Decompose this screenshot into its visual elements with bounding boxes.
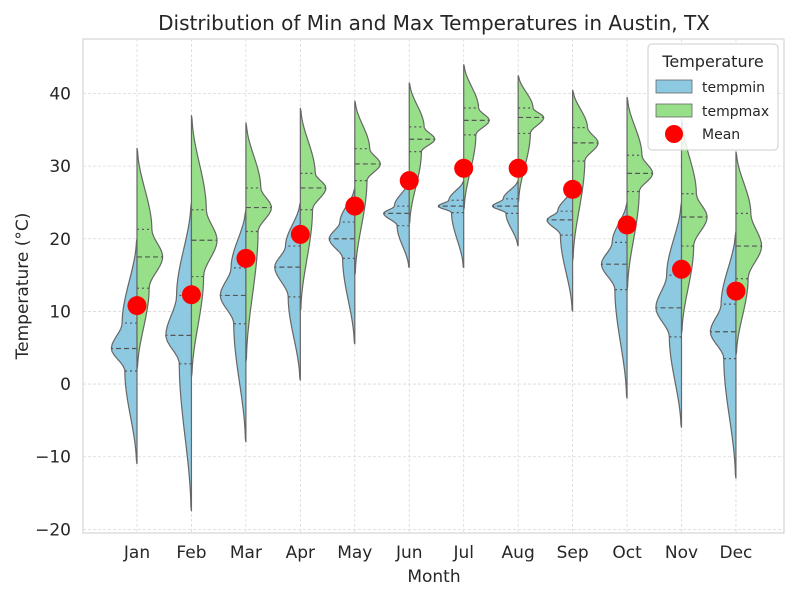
violin-tempmax-apr — [299, 107, 327, 312]
y-tick-labels: −20 −10 0 10 20 30 40 — [35, 84, 71, 540]
mean-markers — [127, 158, 746, 316]
violin-tempmax-jul — [463, 64, 490, 210]
y-tick-label: 10 — [49, 302, 71, 322]
violin-tempmax-sep — [572, 89, 599, 261]
violin-tempmin-aug — [491, 178, 519, 247]
legend-title: Temperature — [661, 52, 763, 71]
y-tick-label: −10 — [35, 448, 71, 468]
legend-swatch-tempmax — [655, 103, 693, 118]
legend-label-tempmax: tempmax — [702, 104, 769, 120]
legend-frame — [647, 43, 779, 151]
violin-tempmax-oct — [626, 96, 654, 290]
violin-tempmin-jul — [437, 180, 465, 269]
legend-marker-mean — [665, 125, 683, 143]
mean-marker-nov — [672, 259, 691, 279]
x-tick-label-dec: Dec — [719, 543, 752, 563]
x-tick-label-mar: Mar — [230, 543, 262, 563]
violin-tempmin-oct — [600, 202, 628, 399]
x-tick-label-sep: Sep — [557, 543, 589, 563]
x-tick-label-feb: Feb — [176, 543, 206, 563]
legend-label-tempmin: tempmin — [702, 80, 765, 96]
violin-tempmin-sep — [546, 187, 574, 312]
violin-tempmin-jan — [110, 238, 138, 465]
violin-tempmin-nov — [655, 202, 683, 428]
mean-marker-jul — [454, 158, 474, 178]
violin-tempmin-apr — [274, 202, 301, 381]
mean-marker-jan — [127, 296, 147, 316]
mean-marker-mar — [236, 248, 256, 268]
x-tick-label-nov: Nov — [665, 543, 698, 563]
y-tick-label: 0 — [60, 375, 71, 395]
y-axis-label: Temperature (°C) — [13, 213, 33, 361]
violin-tempmax-mar — [245, 122, 273, 363]
x-axis-label: Month — [407, 567, 460, 587]
mean-marker-sep — [563, 179, 583, 199]
mean-marker-dec — [726, 281, 746, 301]
x-tick-label-jan: Jan — [123, 543, 150, 563]
y-tick-label: −20 — [35, 520, 71, 540]
x-tick-label-may: May — [337, 543, 372, 563]
violin-tempmax-aug — [517, 75, 545, 203]
violin-tempmax-jun — [408, 82, 436, 225]
y-tick-label: 20 — [49, 230, 71, 250]
x-tick-label-jul: Jul — [452, 543, 474, 563]
chart-title: Distribution of Min and Max Temperatures… — [158, 11, 710, 35]
violin-tempmin-jun — [383, 180, 410, 269]
mean-marker-apr — [290, 224, 310, 244]
mean-marker-oct — [617, 215, 637, 235]
violin-tempmax-feb — [190, 115, 218, 377]
violin-tempmax-may — [354, 100, 382, 276]
violin-tempmin-may — [328, 187, 356, 345]
x-tick-label-jun: Jun — [395, 543, 423, 563]
x-tick-label-oct: Oct — [612, 543, 642, 563]
y-tick-label: 40 — [49, 84, 71, 104]
legend-label-mean: Mean — [702, 127, 740, 143]
mean-marker-may — [345, 196, 365, 216]
violin-tempmax-nov — [680, 118, 708, 334]
mean-marker-aug — [508, 158, 528, 178]
legend-swatch-tempmin — [655, 79, 693, 94]
mean-marker-jun — [399, 171, 419, 191]
violins — [110, 64, 763, 512]
x-tick-labels: Jan Feb Mar Apr May Jun Jul Aug Sep Oct Nov Dec — [123, 543, 753, 563]
violin-tempmin-feb — [165, 202, 193, 512]
y-tick-label: 30 — [49, 157, 71, 177]
legend: Temperature tempmin tempmax Mean — [647, 43, 779, 151]
mean-marker-feb — [181, 285, 201, 305]
violin-tempmax-dec — [735, 151, 763, 356]
x-tick-label-aug: Aug — [502, 543, 535, 563]
x-tick-label-apr: Apr — [286, 543, 315, 563]
